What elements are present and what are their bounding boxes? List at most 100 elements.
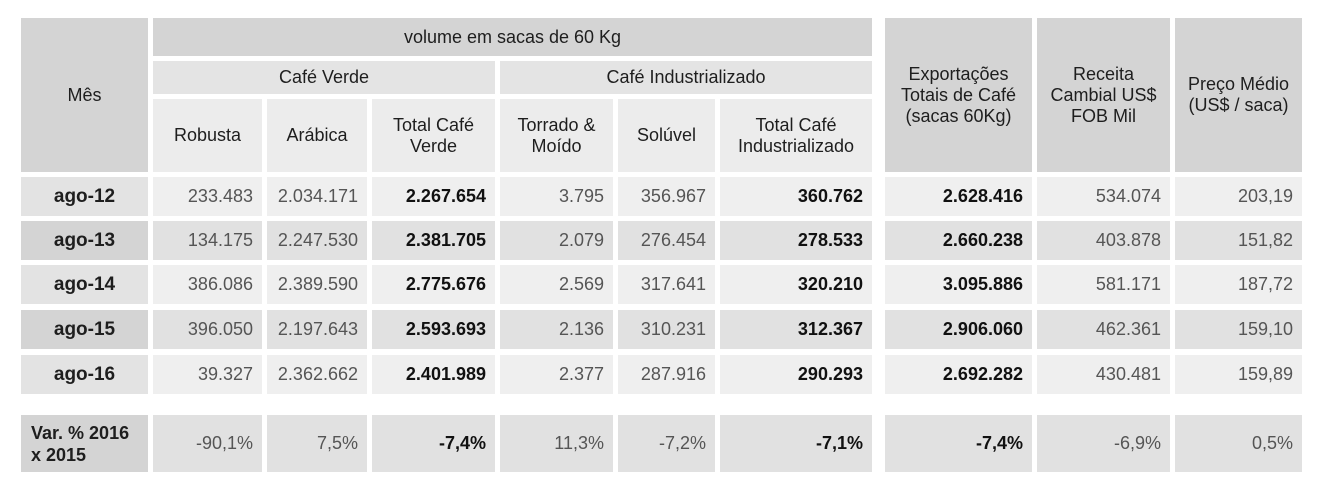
header-volume-group-label: volume em sacas de 60 Kg (403, 26, 622, 47)
cell-arabica: 2.389.590 (267, 265, 367, 304)
cell-preco-text: 203,19 (1237, 186, 1293, 206)
cell-total-verde-text: 2.593.693 (405, 319, 486, 339)
cell-preco-text: 159,10 (1237, 319, 1293, 339)
cell-robusta: 396.050 (153, 310, 262, 349)
cell-soluvel-text: 287.916 (640, 364, 706, 384)
cell-total-verde: 2.593.693 (372, 310, 495, 349)
cell-torrado-text: 2.136 (558, 319, 604, 339)
cell-exportacoes-text: 2.660.238 (942, 230, 1023, 250)
variation-robusta-text: -90,1% (195, 433, 253, 453)
variation-torrado-text: 11,3% (554, 433, 604, 453)
cell-total-industrializado: 360.762 (720, 177, 872, 216)
cell-receita: 534.074 (1037, 177, 1170, 216)
cell-receita-text: 462.361 (1095, 319, 1161, 339)
cell-arabica-text: 2.247.530 (277, 230, 358, 250)
header-mes-label: Mês (67, 84, 102, 105)
header-total-industrializado-label: Total Café Industrializado (737, 114, 855, 156)
cell-total-industrializado: 312.367 (720, 310, 872, 349)
variation-receita: -6,9% (1037, 415, 1170, 472)
cell-soluvel: 310.231 (618, 310, 715, 349)
cell-total-industrializado: 320.210 (720, 265, 872, 304)
header-exportacoes-label: Exportações Totais de Café (sacas 60Kg) (900, 63, 1017, 126)
cell-arabica: 2.197.643 (267, 310, 367, 349)
cell-torrado: 3.795 (500, 177, 613, 216)
cell-preco: 187,72 (1175, 265, 1302, 304)
cell-robusta: 39.327 (153, 355, 262, 394)
cell-preco-text: 151,82 (1237, 230, 1293, 250)
cell-total-industrializado-text: 360.762 (797, 186, 863, 206)
variation-label: Var. % 2016 x 2015 (21, 415, 148, 472)
variation-arabica-text: 7,5% (316, 433, 358, 453)
cell-robusta: 386.086 (153, 265, 262, 304)
cell-receita-text: 430.481 (1095, 364, 1161, 384)
header-total-industrializado: Total Café Industrializado (720, 99, 872, 172)
cell-torrado-text: 3.795 (558, 186, 604, 206)
header-preco: Preço Médio (US$ / saca) (1175, 18, 1302, 172)
cell-exportacoes: 2.906.060 (885, 310, 1032, 349)
row-month: ago-15 (21, 310, 148, 349)
cell-torrado: 2.377 (500, 355, 613, 394)
cell-total-industrializado: 290.293 (720, 355, 872, 394)
cell-soluvel-text: 310.231 (640, 319, 706, 339)
cell-robusta-text: 39.327 (197, 364, 253, 384)
cell-torrado: 2.079 (500, 221, 613, 260)
cell-receita-text: 403.878 (1095, 230, 1161, 250)
cell-total-industrializado-text: 278.533 (797, 230, 863, 250)
cell-preco: 159,10 (1175, 310, 1302, 349)
variation-soluvel-text: -7,2% (658, 433, 706, 453)
cell-preco: 203,19 (1175, 177, 1302, 216)
header-cafe-industrializado-label: Café Industrializado (606, 67, 766, 87)
cell-exportacoes-text: 2.692.282 (942, 364, 1023, 384)
cell-soluvel: 287.916 (618, 355, 715, 394)
cell-exportacoes: 2.660.238 (885, 221, 1032, 260)
cell-receita: 581.171 (1037, 265, 1170, 304)
header-exportacoes: Exportações Totais de Café (sacas 60Kg) (885, 18, 1032, 172)
variation-total-industrializado: -7,1% (720, 415, 872, 472)
header-total-verde: Total Café Verde (372, 99, 495, 172)
cell-total-industrializado-text: 312.367 (797, 319, 863, 339)
cell-robusta: 233.483 (153, 177, 262, 216)
cell-total-industrializado-text: 320.210 (797, 274, 863, 294)
cell-arabica-text: 2.362.662 (277, 364, 358, 384)
variation-label-text: Var. % 2016 x 2015 (31, 422, 130, 465)
variation-exportacoes: -7,4% (885, 415, 1032, 472)
header-robusta: Robusta (153, 99, 262, 172)
header-receita: Receita Cambial US$ FOB Mil (1037, 18, 1170, 172)
cell-total-industrializado: 278.533 (720, 221, 872, 260)
row-month: ago-13 (21, 221, 148, 260)
cell-torrado-text: 2.377 (558, 364, 604, 384)
cell-total-verde: 2.381.705 (372, 221, 495, 260)
cell-soluvel: 356.967 (618, 177, 715, 216)
variation-soluvel: -7,2% (618, 415, 715, 472)
header-total-verde-label: Total Café Verde (392, 114, 475, 156)
cell-robusta-text: 134.175 (187, 230, 253, 250)
cell-robusta: 134.175 (153, 221, 262, 260)
cell-exportacoes: 3.095.886 (885, 265, 1032, 304)
header-arabica-label: Arábica (286, 125, 348, 145)
variation-preco-text: 0,5% (1251, 433, 1293, 453)
row-month-text: ago-12 (53, 185, 116, 207)
header-robusta-label: Robusta (173, 125, 242, 145)
cell-total-verde: 2.267.654 (372, 177, 495, 216)
variation-preco: 0,5% (1175, 415, 1302, 472)
variation-robusta: -90,1% (153, 415, 262, 472)
cell-soluvel: 276.454 (618, 221, 715, 260)
cell-torrado-text: 2.569 (558, 274, 604, 294)
cell-arabica-text: 2.389.590 (277, 274, 358, 294)
cell-total-verde-text: 2.775.676 (405, 274, 486, 294)
header-soluvel: Solúvel (618, 99, 715, 172)
variation-receita-text: -6,9% (1113, 433, 1161, 453)
cell-torrado-text: 2.079 (558, 230, 604, 250)
cell-arabica: 2.034.171 (267, 177, 367, 216)
row-month-text: ago-14 (53, 273, 116, 295)
row-month-text: ago-16 (53, 363, 116, 385)
cell-arabica-text: 2.197.643 (277, 319, 358, 339)
cell-exportacoes-text: 2.906.060 (942, 319, 1023, 339)
row-month: ago-16 (21, 355, 148, 394)
cell-receita-text: 534.074 (1095, 186, 1161, 206)
cell-robusta-text: 396.050 (187, 319, 253, 339)
cell-arabica: 2.247.530 (267, 221, 367, 260)
cell-total-verde: 2.401.989 (372, 355, 495, 394)
cell-total-verde-text: 2.267.654 (405, 186, 486, 206)
cell-preco-text: 159,89 (1237, 364, 1293, 384)
